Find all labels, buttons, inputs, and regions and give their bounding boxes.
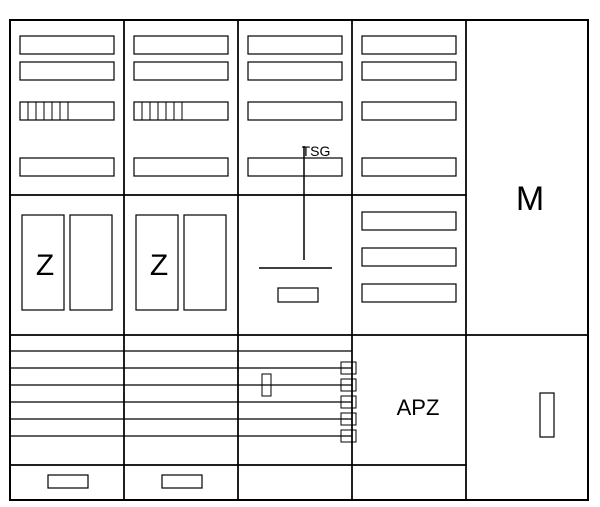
din-0-1 [28,102,36,120]
cell-c2-r0 [238,20,352,195]
z-panel-3 [184,215,226,310]
slot-col4-3 [362,158,456,176]
din-1-1 [142,102,150,120]
slot-col2-2 [134,102,228,120]
din-0-5 [60,102,68,120]
din-0-2 [36,102,44,120]
din-0-3 [44,102,52,120]
cell-c0-r2 [10,335,124,465]
slot-col2-0 [134,36,228,54]
din-1-0 [134,102,142,120]
z-label-1: Z [150,249,168,282]
tsg-label: TSG [302,143,331,159]
din-1-3 [158,102,166,120]
slot-col3-2 [248,102,342,120]
cell-c1-r1 [124,195,238,335]
cell-c3-r3 [352,465,466,500]
tsg-slot [278,288,318,302]
z-panel-1 [70,215,112,310]
m-label: M [516,180,544,218]
apz-label: APZ [397,395,440,420]
cell-c2-r3 [238,465,352,500]
slot-col2-1 [134,62,228,80]
foot-slot-0 [48,475,88,488]
din-0-4 [52,102,60,120]
slot-col1-3 [20,158,114,176]
cell-c3-r1 [352,195,466,335]
cell-c0-r3 [10,465,124,500]
z-label-0: Z [36,249,54,282]
din-1-4 [166,102,174,120]
outer-frame [10,20,588,500]
din-1-5 [174,102,182,120]
slot-col1-1 [20,62,114,80]
cell-c1-r3 [124,465,238,500]
slot-col2-3 [134,158,228,176]
cell-c0-r1 [10,195,124,335]
slot-col1-2 [20,102,114,120]
slot-col4-6 [362,284,456,302]
slot-col3-0 [248,36,342,54]
slot-col1-0 [20,36,114,54]
cell-c2-r2 [238,335,352,465]
din-1-2 [150,102,158,120]
foot-slot-1 [162,475,202,488]
slot-col4-1 [362,62,456,80]
slot-col4-0 [362,36,456,54]
cell-m-lower [466,335,588,500]
cell-c0-r0 [10,20,124,195]
slot-col4-5 [362,248,456,266]
slot-col4-2 [362,102,456,120]
slot-col3-3 [248,158,342,176]
cell-m-upper [466,20,588,335]
slot-col4-4 [362,212,456,230]
side-slot [540,393,554,437]
cell-c1-r2 [124,335,238,465]
din-0-0 [20,102,28,120]
slot-col3-1 [248,62,342,80]
cell-c3-r0 [352,20,466,195]
cell-c1-r0 [124,20,238,195]
cell-c2-r1 [238,195,352,335]
